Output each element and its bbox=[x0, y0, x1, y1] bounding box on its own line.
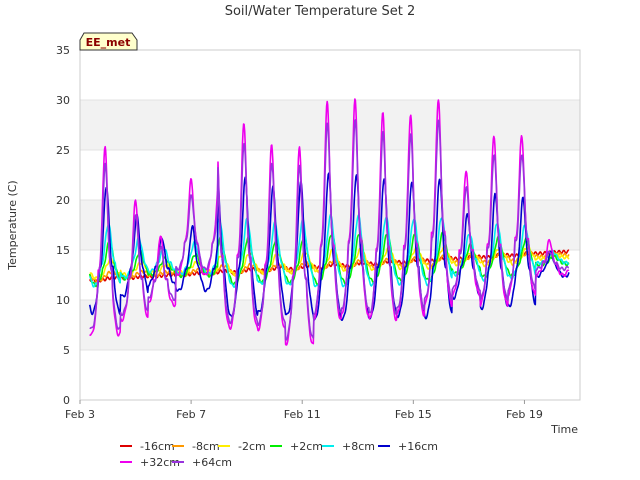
series-lines bbox=[88, 98, 570, 346]
y-tick-label: 25 bbox=[56, 144, 70, 157]
x-tick-label: Feb 19 bbox=[506, 408, 543, 421]
grid-band bbox=[80, 200, 580, 250]
badge-shape bbox=[79, 32, 138, 51]
y-tick-label: 35 bbox=[56, 44, 70, 57]
x-tick-label: Feb 7 bbox=[176, 408, 206, 421]
grid-band bbox=[80, 100, 580, 150]
y-tick-label: 5 bbox=[63, 344, 70, 357]
legend: -16cm -8cm -2cm +2cm +8cm +16cm +32cm +64cm bbox=[120, 440, 438, 469]
x-tick-label: Feb 3 bbox=[65, 408, 95, 421]
legend-label: -2cm bbox=[238, 440, 266, 453]
legend-label: +32cm bbox=[140, 456, 180, 469]
y-tick-label: 0 bbox=[63, 394, 70, 407]
grid-band bbox=[80, 300, 580, 350]
grid-bands bbox=[80, 49, 580, 401]
y-axis-ticks: 0 5 10 15 20 25 30 35 bbox=[56, 44, 70, 407]
station-badge: EE_met bbox=[79, 32, 138, 51]
y-tick-label: 30 bbox=[56, 94, 70, 107]
legend-label: +64cm bbox=[192, 456, 232, 469]
x-tick-label: Feb 15 bbox=[395, 408, 432, 421]
x-tick-label: Feb 11 bbox=[284, 408, 321, 421]
legend-label: +2cm bbox=[290, 440, 323, 453]
badge-label: EE_met bbox=[86, 36, 131, 49]
x-axis-ticks: Feb 3 Feb 7 Feb 11 Feb 15 Feb 19 bbox=[65, 400, 543, 421]
legend-label: +8cm bbox=[342, 440, 375, 453]
y-axis-label: Temperature (C) bbox=[6, 180, 19, 270]
plot-border bbox=[79, 49, 581, 401]
chart-title: Soil/Water Temperature Set 2 bbox=[225, 4, 416, 19]
series-line-64cm bbox=[89, 119, 570, 341]
legend-label: +16cm bbox=[398, 440, 438, 453]
legend-label: -16cm bbox=[140, 440, 175, 453]
y-tick-label: 15 bbox=[56, 244, 70, 257]
y-tick-label: 10 bbox=[56, 294, 70, 307]
y-tick-label: 20 bbox=[56, 194, 70, 207]
x-axis-label: Time bbox=[550, 423, 578, 436]
legend-label: -8cm bbox=[192, 440, 220, 453]
